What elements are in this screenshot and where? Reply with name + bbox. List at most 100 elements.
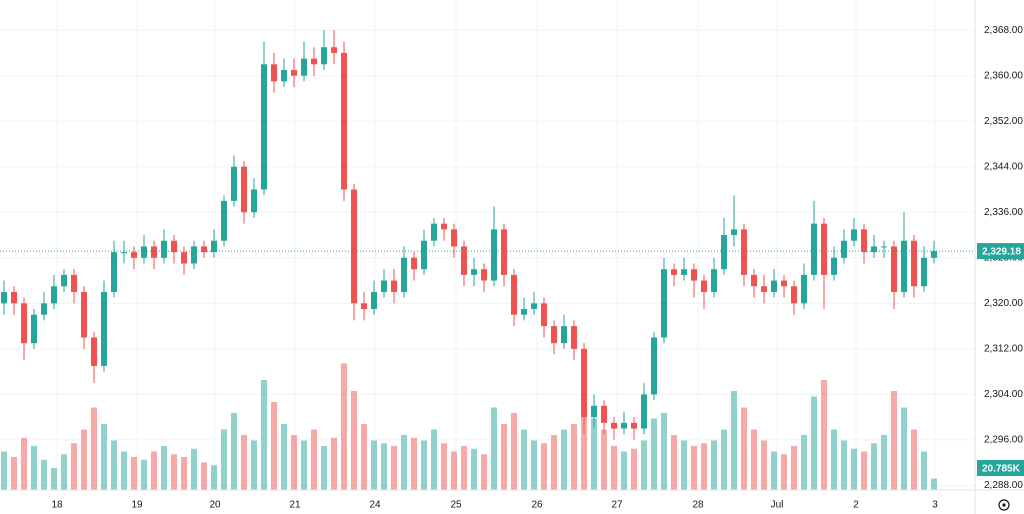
candle-body <box>521 309 527 315</box>
candle-body <box>191 246 197 264</box>
volume-bar <box>691 446 697 490</box>
candle-body <box>261 64 267 190</box>
candle-body <box>721 235 727 270</box>
volume-bar <box>441 443 447 490</box>
candle-body <box>201 246 207 253</box>
candle-body <box>511 274 517 315</box>
candle-body <box>31 314 37 344</box>
candle-body <box>871 246 877 253</box>
volume-bar <box>641 440 647 490</box>
candle-body <box>841 240 847 258</box>
volume-bar <box>41 459 47 490</box>
x-tick-label: 28 <box>692 500 704 511</box>
candle-body <box>421 240 427 270</box>
volume-bar <box>191 448 197 490</box>
candle-body <box>171 240 177 253</box>
candle-body <box>531 303 537 310</box>
volume-bar <box>571 424 577 490</box>
volume-bar <box>771 451 777 490</box>
candle-body <box>501 229 507 275</box>
volume-bar <box>451 451 457 490</box>
volume-bar <box>931 478 937 490</box>
candle-body <box>231 166 237 201</box>
volume-bar <box>241 435 247 490</box>
volume-bar <box>101 424 107 490</box>
candle-body <box>451 229 457 247</box>
volume-bar <box>61 454 67 490</box>
candle-body <box>791 286 797 304</box>
candle-body <box>801 274 807 304</box>
candle-body <box>741 229 747 275</box>
grid <box>0 0 975 490</box>
candle-body <box>731 229 737 236</box>
y-tick-label: 2,368.00 <box>984 25 1023 36</box>
volume-bar <box>351 391 357 490</box>
volume-bar <box>631 448 637 490</box>
volume-bar <box>901 407 907 490</box>
volume-bar <box>231 413 237 490</box>
candle-body <box>121 252 127 254</box>
candle-body <box>551 326 557 344</box>
y-tick-label: 2,288.00 <box>984 480 1023 491</box>
volume-bar <box>861 451 867 490</box>
candle-body <box>411 257 417 270</box>
volume-bar <box>611 446 617 490</box>
volume-bar <box>411 437 417 490</box>
x-tick-label: 25 <box>450 500 462 511</box>
candle-body <box>341 52 347 190</box>
candle-body <box>111 252 117 292</box>
volume-bar <box>791 446 797 490</box>
y-tick-label: 2,304.00 <box>984 389 1023 400</box>
candle-body <box>811 223 817 275</box>
candle-body <box>221 200 227 241</box>
settings-icon[interactable] <box>998 499 1010 511</box>
candle-body <box>461 246 467 275</box>
volume-bar <box>201 462 207 490</box>
volume-bar <box>731 391 737 490</box>
candle-body <box>401 257 407 292</box>
y-tick-label: 2,296.00 <box>984 435 1023 446</box>
candles <box>1 30 937 440</box>
candle-body <box>351 189 357 304</box>
candle-body <box>271 64 277 82</box>
volume-bar <box>331 437 337 490</box>
volume-bar <box>11 457 17 490</box>
volume-bar <box>531 440 537 490</box>
volume-bar <box>701 443 707 490</box>
volume-pane <box>1 363 937 490</box>
volume-bar <box>871 443 877 490</box>
x-tick-label: 27 <box>611 500 623 511</box>
candle-body <box>331 47 337 53</box>
candle-body <box>101 291 107 366</box>
volume-bar <box>621 451 627 490</box>
candle-body <box>51 286 57 304</box>
volume-bar <box>301 440 307 490</box>
volume-bar <box>401 435 407 490</box>
candle-body <box>481 269 487 281</box>
candle-body <box>691 269 697 281</box>
candle-body <box>91 337 97 366</box>
volume-bar <box>661 413 667 490</box>
volume-bar <box>511 413 517 490</box>
last-price-box <box>977 243 1024 260</box>
candle-body <box>581 348 587 418</box>
volume-bar <box>601 429 607 490</box>
candle-body <box>291 70 297 76</box>
candle-body <box>301 58 307 76</box>
volume-bar <box>381 443 387 490</box>
volume-bar <box>391 446 397 490</box>
candle-body <box>881 246 887 248</box>
candle-body <box>241 166 247 213</box>
volume-bar <box>781 454 787 490</box>
candle-body <box>831 257 837 275</box>
candle-body <box>431 223 437 241</box>
volume-bar <box>851 448 857 490</box>
candle-body <box>781 280 787 287</box>
candle-body <box>701 280 707 292</box>
candle-body <box>311 58 317 65</box>
volume-bar <box>211 465 217 490</box>
volume-bar <box>21 437 27 490</box>
candle-body <box>561 326 567 344</box>
volume-bar <box>831 429 837 490</box>
volume-bar <box>321 446 327 490</box>
